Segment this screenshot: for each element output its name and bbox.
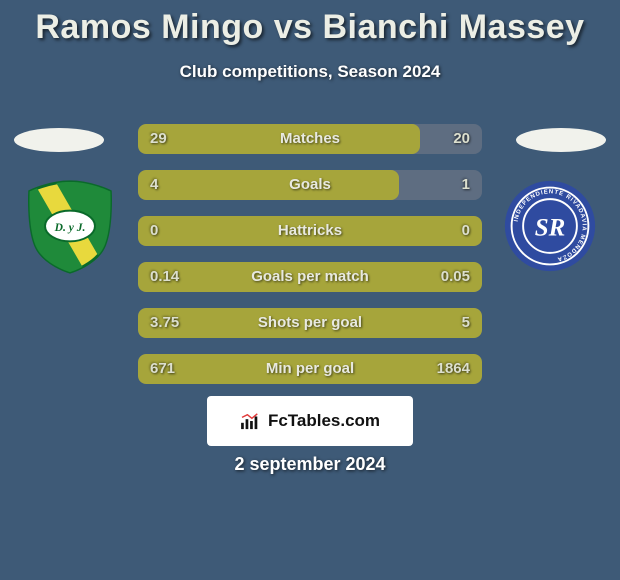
stat-label: Matches [138,124,482,154]
stat-bar-row: 3.755Shots per goal [138,308,482,338]
stat-bar-row: 41Goals [138,170,482,200]
stat-bar-row: 00Hattricks [138,216,482,246]
player-oval-left [14,128,104,152]
team-badge-left: D. y J. [22,178,118,274]
brand-box: FcTables.com [207,396,413,446]
player-oval-right [516,128,606,152]
brand-chart-icon [240,412,262,430]
stat-bar-row: 0.140.05Goals per match [138,262,482,292]
date-text: 2 september 2024 [0,454,620,475]
badge-left-text: D. y J. [54,222,86,234]
stat-label: Shots per goal [138,308,482,338]
brand-text: FcTables.com [268,411,380,431]
comparison-infographic: Ramos Mingo vs Bianchi Massey Club compe… [0,0,620,580]
page-subtitle: Club competitions, Season 2024 [0,62,620,82]
stat-label: Hattricks [138,216,482,246]
svg-text:SR: SR [535,215,566,242]
stat-bar-row: 2920Matches [138,124,482,154]
team-badge-right: INDEPENDIENTE RIVADAVIA MENDOZA SR [502,178,598,274]
stat-label: Goals [138,170,482,200]
stat-bars: 2920Matches 41Goals 00Hattricks 0.140.05Goa… [138,124,482,400]
stat-label: Goals per match [138,262,482,292]
stat-label: Min per goal [138,354,482,384]
page-title: Ramos Mingo vs Bianchi Massey [0,8,620,47]
stat-bar-row: 6711864Min per goal [138,354,482,384]
